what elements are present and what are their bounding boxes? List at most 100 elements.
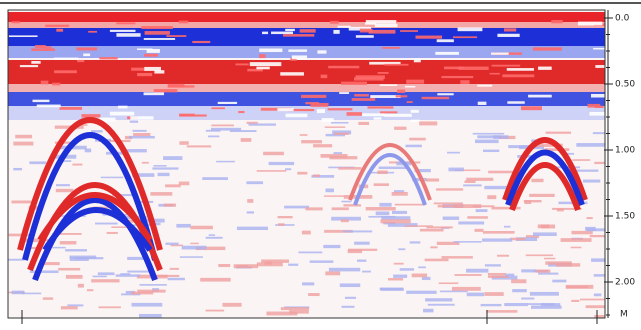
noise-streak <box>552 207 582 210</box>
noise-streak <box>52 82 61 86</box>
noise-streak <box>430 246 438 249</box>
noise-streak <box>19 65 39 68</box>
noise-streak <box>11 200 38 204</box>
noise-streak <box>190 242 199 245</box>
noise-streak <box>109 29 136 32</box>
noise-streak <box>393 190 405 193</box>
noise-streak <box>333 29 340 34</box>
noise-streak <box>256 262 283 267</box>
noise-streak <box>576 143 605 147</box>
noise-streak <box>482 230 515 234</box>
noise-streak <box>331 216 361 221</box>
noise-streak <box>131 302 163 307</box>
noise-streak <box>593 293 602 297</box>
noise-streak <box>593 47 605 50</box>
band-pale-blue <box>8 106 605 120</box>
noise-streak <box>277 215 293 219</box>
noise-streak <box>317 50 327 54</box>
noise-streak <box>75 257 104 260</box>
noise-streak <box>388 278 404 281</box>
noise-streak <box>397 89 406 93</box>
noise-streak <box>508 145 539 149</box>
noise-streak <box>54 57 79 60</box>
noise-streak <box>419 228 444 232</box>
noise-streak <box>354 94 369 97</box>
noise-streak <box>152 167 179 170</box>
noise-streak <box>437 93 454 96</box>
noise-streak <box>132 173 155 177</box>
noise-streak <box>99 57 118 60</box>
noise-streak <box>65 249 88 252</box>
noise-streak <box>58 267 81 271</box>
noise-streak <box>504 303 528 307</box>
noise-streak <box>130 116 154 120</box>
noise-streak <box>290 57 297 61</box>
noise-streak <box>163 203 177 207</box>
noise-streak <box>316 109 325 114</box>
noise-streak <box>181 245 207 250</box>
noise-streak <box>211 107 225 110</box>
noise-streak <box>98 140 131 143</box>
hyperbola-middle <box>348 143 432 206</box>
noise-streak <box>531 178 544 183</box>
noise-streak <box>477 84 493 87</box>
noise-streak <box>533 232 557 237</box>
noise-streak <box>463 184 482 187</box>
band-pink-2 <box>8 84 605 92</box>
noise-streak <box>218 263 231 268</box>
noise-streak <box>301 140 322 144</box>
noise-streak <box>256 170 287 172</box>
noise-streak <box>538 66 552 70</box>
noise-streak <box>433 202 463 205</box>
noise-streak <box>260 107 292 111</box>
noise-streak <box>238 111 245 114</box>
noise-streak <box>131 67 146 71</box>
noise-streak <box>572 159 591 161</box>
noise-streak <box>109 111 135 116</box>
noise-streak <box>482 149 500 153</box>
noise-streak <box>13 141 34 146</box>
noise-streak <box>320 74 328 79</box>
noise-streak <box>595 65 605 68</box>
noise-streak <box>165 184 181 188</box>
noise-streak <box>427 303 455 306</box>
noise-streak <box>139 284 167 286</box>
noise-streak <box>579 298 605 301</box>
noise-streak <box>525 254 554 257</box>
noise-streak <box>517 155 540 158</box>
band-red-top <box>8 12 605 22</box>
noise-streak <box>150 192 173 196</box>
noise-streak <box>341 305 355 308</box>
noise-streak <box>364 22 376 25</box>
noise-streak <box>365 207 396 211</box>
noise-streak <box>391 210 408 214</box>
noise-streak <box>489 72 500 75</box>
noise-streak <box>259 48 283 53</box>
noise-streak <box>170 244 183 247</box>
noise-streak <box>556 263 581 267</box>
noise-streak <box>406 290 437 294</box>
noise-streak <box>29 270 59 274</box>
noise-streak <box>278 223 285 226</box>
noise-streak <box>262 31 269 35</box>
noise-streak <box>325 133 346 137</box>
noise-streak <box>211 124 234 127</box>
noise-streak <box>358 121 370 126</box>
noise-streak <box>552 279 567 283</box>
noise-streak <box>529 291 559 296</box>
noise-streak <box>127 256 145 261</box>
noise-streak <box>370 95 401 99</box>
noise-streak <box>301 230 311 235</box>
noise-streak <box>144 31 170 35</box>
noise-streak <box>487 275 509 278</box>
noise-streak <box>331 121 349 124</box>
noise-streak <box>141 161 149 164</box>
noise-streak <box>166 35 187 37</box>
noise-streak <box>453 241 482 243</box>
noise-streak <box>482 238 513 242</box>
noise-streak <box>566 152 575 155</box>
noise-streak <box>112 194 138 197</box>
noise <box>8 20 605 318</box>
noise-streak <box>477 135 502 139</box>
